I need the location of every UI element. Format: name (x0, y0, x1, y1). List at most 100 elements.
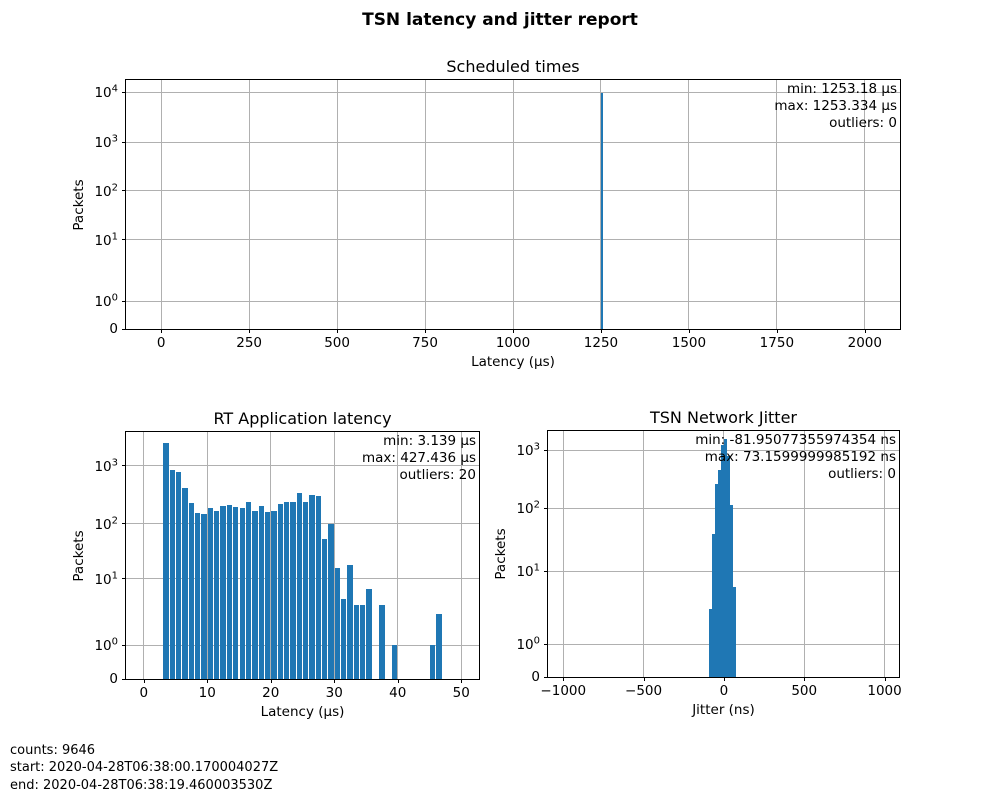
x-tick-label: 0 (156, 335, 166, 351)
x-tick-label: 20 (262, 685, 280, 701)
histogram-bar (169, 470, 175, 679)
histogram-bar (718, 470, 721, 677)
gridline-horizontal (126, 300, 900, 302)
histogram-bar (724, 439, 727, 677)
gridline-horizontal (126, 578, 479, 580)
plot-title: Scheduled times (446, 57, 580, 76)
x-axis-tick (337, 329, 339, 333)
histogram-bar (163, 442, 169, 679)
gridline-horizontal (126, 239, 900, 241)
gridline-horizontal (126, 141, 900, 143)
gridline-horizontal (126, 190, 900, 192)
histogram-bar (347, 564, 353, 679)
y-axis-tick (122, 300, 126, 302)
x-tick-label: 250 (236, 335, 263, 351)
y-tick-label: 102 (94, 181, 118, 200)
gridline-vertical (562, 431, 564, 677)
histogram-bar (429, 645, 436, 679)
histogram-bar (201, 514, 207, 679)
plot-area (126, 432, 479, 679)
x-tick-label: 40 (389, 685, 407, 701)
y-axis-tick (544, 507, 548, 509)
y-tick-label: 100 (94, 636, 118, 655)
y-tick-label: 101 (94, 230, 118, 249)
y-tick-label: 102 (94, 514, 118, 533)
stat-outliers: outliers: 0 (828, 466, 896, 482)
y-tick-label: 104 (94, 83, 118, 102)
x-axis-tick (513, 329, 514, 333)
gridline-horizontal (126, 523, 479, 525)
y-axis-tick (122, 328, 126, 330)
gridline-vertical (884, 431, 886, 677)
histogram-bar (258, 506, 264, 679)
stat-min: min: -81.95077355974354 ns (695, 432, 896, 448)
gridline-vertical (512, 80, 514, 329)
stats-annotation: min: 1253.18 μs max: 1253.334 μs outlier… (774, 81, 897, 132)
x-axis-tick (249, 329, 251, 333)
histogram-bar (601, 93, 604, 329)
histogram-bar (188, 502, 195, 679)
histogram-bar (341, 598, 347, 679)
y-tick-label: 100 (516, 635, 540, 653)
histogram-bar (220, 506, 226, 679)
y-axis-tick (122, 141, 126, 143)
y-tick-label: 100 (94, 292, 118, 311)
x-tick-label: 10 (198, 685, 216, 701)
histogram-bar (264, 512, 271, 679)
histogram-bar (195, 513, 201, 679)
x-axis-tick (600, 329, 602, 333)
histogram-bar (271, 511, 277, 679)
histogram-bar (391, 645, 398, 679)
gridline-vertical (333, 432, 335, 679)
x-tick-label: 1000 (867, 683, 902, 699)
histogram-bar (214, 510, 220, 679)
histogram-bar (727, 455, 730, 677)
y-axis-tick (122, 644, 126, 646)
y-tick-label: 103 (516, 441, 540, 459)
stat-max: max: 1253.334 μs (774, 98, 897, 114)
x-axis-tick (776, 329, 778, 333)
x-axis-label: Latency (μs) (471, 354, 555, 370)
gridline-vertical (248, 80, 250, 329)
histogram-bar (366, 589, 372, 679)
y-axis-tick (122, 465, 126, 467)
y-axis-tick (122, 190, 126, 192)
gridline-vertical (803, 431, 805, 677)
y-axis-tick (544, 676, 548, 678)
histogram-bar (334, 567, 341, 679)
histogram-bar (721, 444, 724, 677)
x-tick-label: 0 (719, 683, 729, 699)
gridline-vertical (688, 80, 690, 329)
y-axis-tick (122, 578, 126, 580)
histogram-bar (730, 504, 733, 677)
histogram-bar (233, 506, 239, 679)
histogram-bar (296, 493, 302, 679)
x-axis-tick (563, 677, 565, 681)
histogram-bar (322, 539, 328, 679)
x-tick-label: 30 (325, 685, 343, 701)
plot-rt-application-latency: RT Application latency Packets Latency (… (71, 409, 480, 720)
stat-outliers: outliers: 0 (829, 115, 897, 131)
plot-title: RT Application latency (213, 409, 392, 428)
gridline-horizontal (126, 465, 479, 467)
x-tick-label: 50 (452, 685, 470, 701)
y-tick-label: 101 (516, 562, 540, 581)
stat-max: max: 73.1599999985192 ns (704, 449, 896, 465)
x-tick-label: 1000 (495, 335, 531, 351)
gridline-vertical (143, 432, 145, 679)
gridline-vertical (270, 432, 272, 679)
histogram-bar (328, 523, 334, 679)
y-axis-tick (544, 570, 548, 572)
y-axis-tick (122, 678, 126, 680)
gridline-vertical (776, 80, 778, 329)
x-tick-label: −500 (625, 683, 663, 699)
histogram-bar (436, 613, 442, 679)
histogram-bar (309, 494, 315, 679)
x-axis-tick (723, 677, 725, 681)
y-axis-label: Packets (71, 529, 87, 582)
y-axis-tick (544, 643, 548, 645)
x-axis-tick (207, 679, 209, 683)
y-axis-label: Packets (493, 528, 509, 580)
histogram-bar (252, 510, 258, 679)
x-tick-label: 1250 (583, 335, 619, 351)
